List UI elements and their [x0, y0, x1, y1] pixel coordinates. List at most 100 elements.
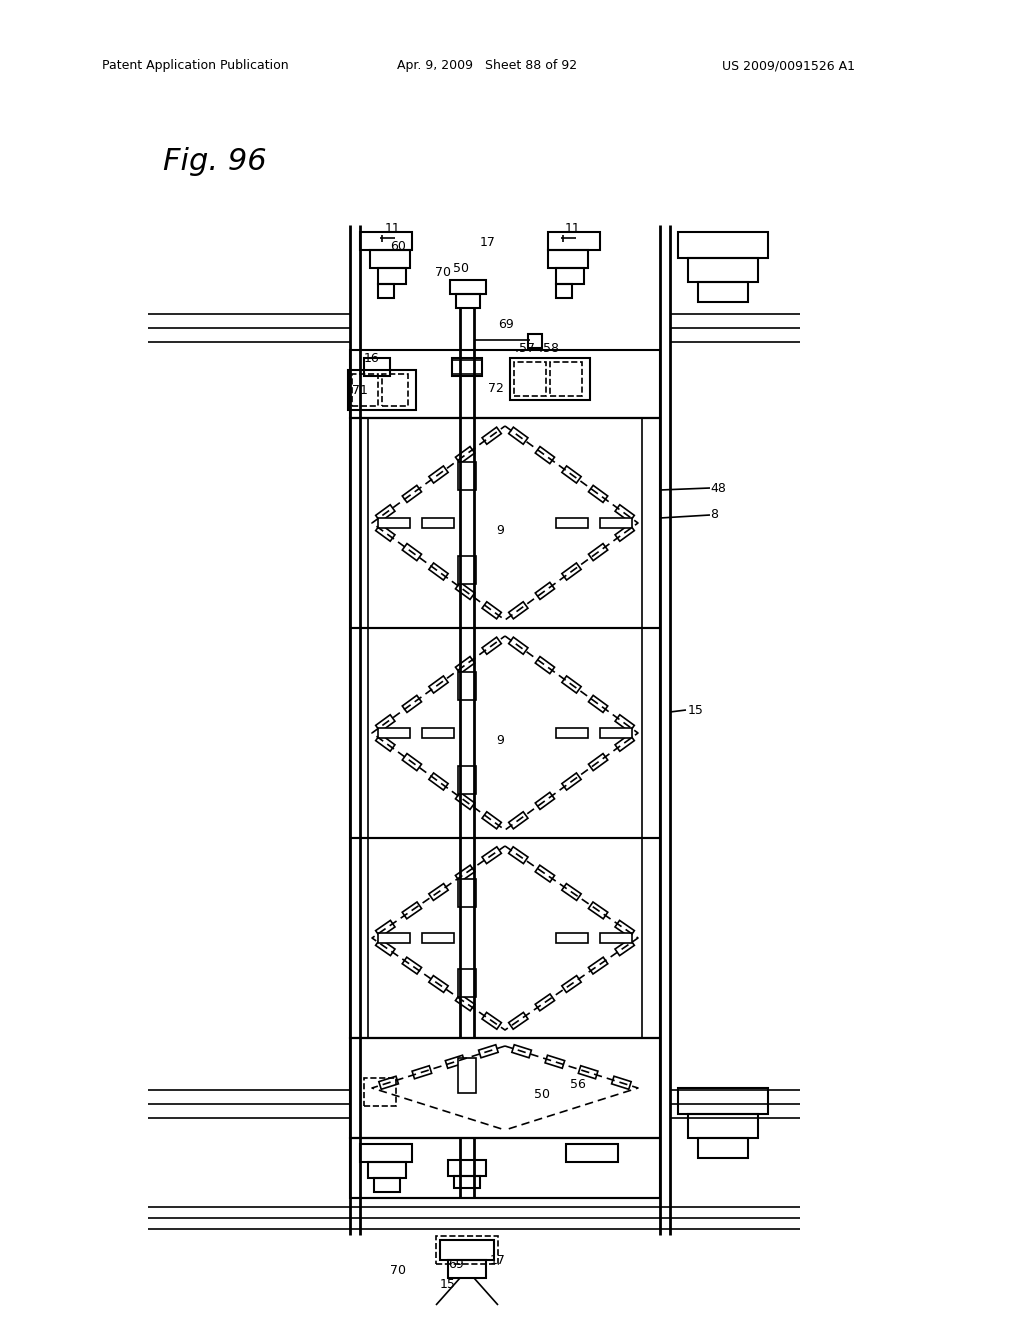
Text: 17: 17: [480, 235, 496, 248]
Polygon shape: [615, 714, 634, 731]
Polygon shape: [579, 1065, 598, 1078]
Bar: [364, 358, 390, 376]
Bar: [458, 969, 476, 997]
Polygon shape: [456, 994, 475, 1011]
Polygon shape: [611, 1076, 631, 1089]
Polygon shape: [482, 847, 502, 863]
Polygon shape: [376, 734, 395, 751]
Polygon shape: [376, 939, 395, 956]
Text: 16: 16: [364, 351, 380, 364]
Text: 8: 8: [710, 508, 718, 521]
Polygon shape: [376, 920, 395, 937]
Bar: [556, 284, 572, 298]
Polygon shape: [509, 847, 528, 863]
Polygon shape: [536, 994, 555, 1011]
Text: 50: 50: [453, 261, 469, 275]
Text: 11: 11: [385, 222, 400, 235]
Bar: [450, 280, 486, 294]
Polygon shape: [482, 638, 502, 655]
Bar: [458, 1059, 476, 1093]
Text: 48: 48: [710, 482, 726, 495]
Bar: [566, 1144, 618, 1162]
Bar: [528, 334, 542, 348]
Text: 56: 56: [570, 1078, 586, 1092]
Polygon shape: [456, 446, 475, 463]
Bar: [348, 370, 416, 411]
Bar: [556, 933, 588, 942]
Polygon shape: [482, 428, 502, 445]
Polygon shape: [379, 1076, 398, 1089]
Text: 50: 50: [534, 1089, 550, 1101]
Polygon shape: [562, 774, 582, 791]
Polygon shape: [615, 734, 634, 751]
Polygon shape: [402, 696, 422, 713]
Bar: [600, 729, 632, 738]
Bar: [454, 1176, 480, 1188]
Bar: [600, 517, 632, 528]
Bar: [350, 1038, 660, 1138]
Text: 17: 17: [490, 1254, 506, 1266]
Polygon shape: [456, 582, 475, 599]
Bar: [458, 556, 476, 585]
Bar: [422, 517, 454, 528]
Polygon shape: [376, 524, 395, 541]
Bar: [458, 672, 476, 700]
Bar: [422, 729, 454, 738]
Bar: [514, 362, 546, 396]
Text: 72: 72: [488, 381, 504, 395]
Text: 60: 60: [390, 240, 406, 253]
Text: 69: 69: [449, 1258, 464, 1270]
Polygon shape: [478, 1044, 498, 1057]
Bar: [370, 249, 410, 268]
Bar: [360, 232, 412, 249]
Bar: [378, 729, 410, 738]
Polygon shape: [402, 957, 422, 974]
Polygon shape: [589, 902, 608, 919]
Polygon shape: [615, 524, 634, 541]
Bar: [678, 232, 768, 257]
Bar: [688, 257, 758, 282]
Bar: [550, 362, 582, 396]
Bar: [378, 284, 394, 298]
Bar: [556, 729, 588, 738]
Polygon shape: [562, 676, 582, 693]
Bar: [350, 1138, 660, 1199]
Bar: [374, 1177, 400, 1192]
Polygon shape: [562, 975, 582, 993]
Polygon shape: [536, 656, 555, 673]
Polygon shape: [376, 714, 395, 731]
Polygon shape: [536, 792, 555, 809]
Bar: [510, 358, 590, 400]
Polygon shape: [509, 428, 528, 445]
Polygon shape: [589, 957, 608, 974]
Polygon shape: [536, 865, 555, 882]
Polygon shape: [456, 792, 475, 809]
Text: 71: 71: [352, 384, 368, 396]
Polygon shape: [429, 676, 449, 693]
Polygon shape: [562, 562, 582, 579]
Polygon shape: [429, 883, 449, 900]
Polygon shape: [562, 883, 582, 900]
Bar: [364, 1078, 396, 1106]
Text: 70: 70: [390, 1263, 406, 1276]
Bar: [378, 268, 406, 284]
Text: 11: 11: [565, 222, 581, 235]
Polygon shape: [536, 582, 555, 599]
Bar: [688, 1114, 758, 1138]
Bar: [449, 1261, 486, 1278]
Polygon shape: [456, 865, 475, 882]
Polygon shape: [536, 446, 555, 463]
Polygon shape: [482, 602, 502, 619]
Polygon shape: [509, 638, 528, 655]
Polygon shape: [402, 544, 422, 561]
Bar: [360, 1144, 412, 1162]
Text: Apr. 9, 2009   Sheet 88 of 92: Apr. 9, 2009 Sheet 88 of 92: [397, 59, 578, 73]
Polygon shape: [445, 1055, 465, 1068]
Polygon shape: [429, 975, 449, 993]
Bar: [458, 879, 476, 907]
Bar: [548, 232, 600, 249]
Bar: [458, 462, 476, 490]
Polygon shape: [429, 466, 449, 483]
Bar: [350, 418, 660, 1038]
Bar: [678, 1088, 768, 1114]
